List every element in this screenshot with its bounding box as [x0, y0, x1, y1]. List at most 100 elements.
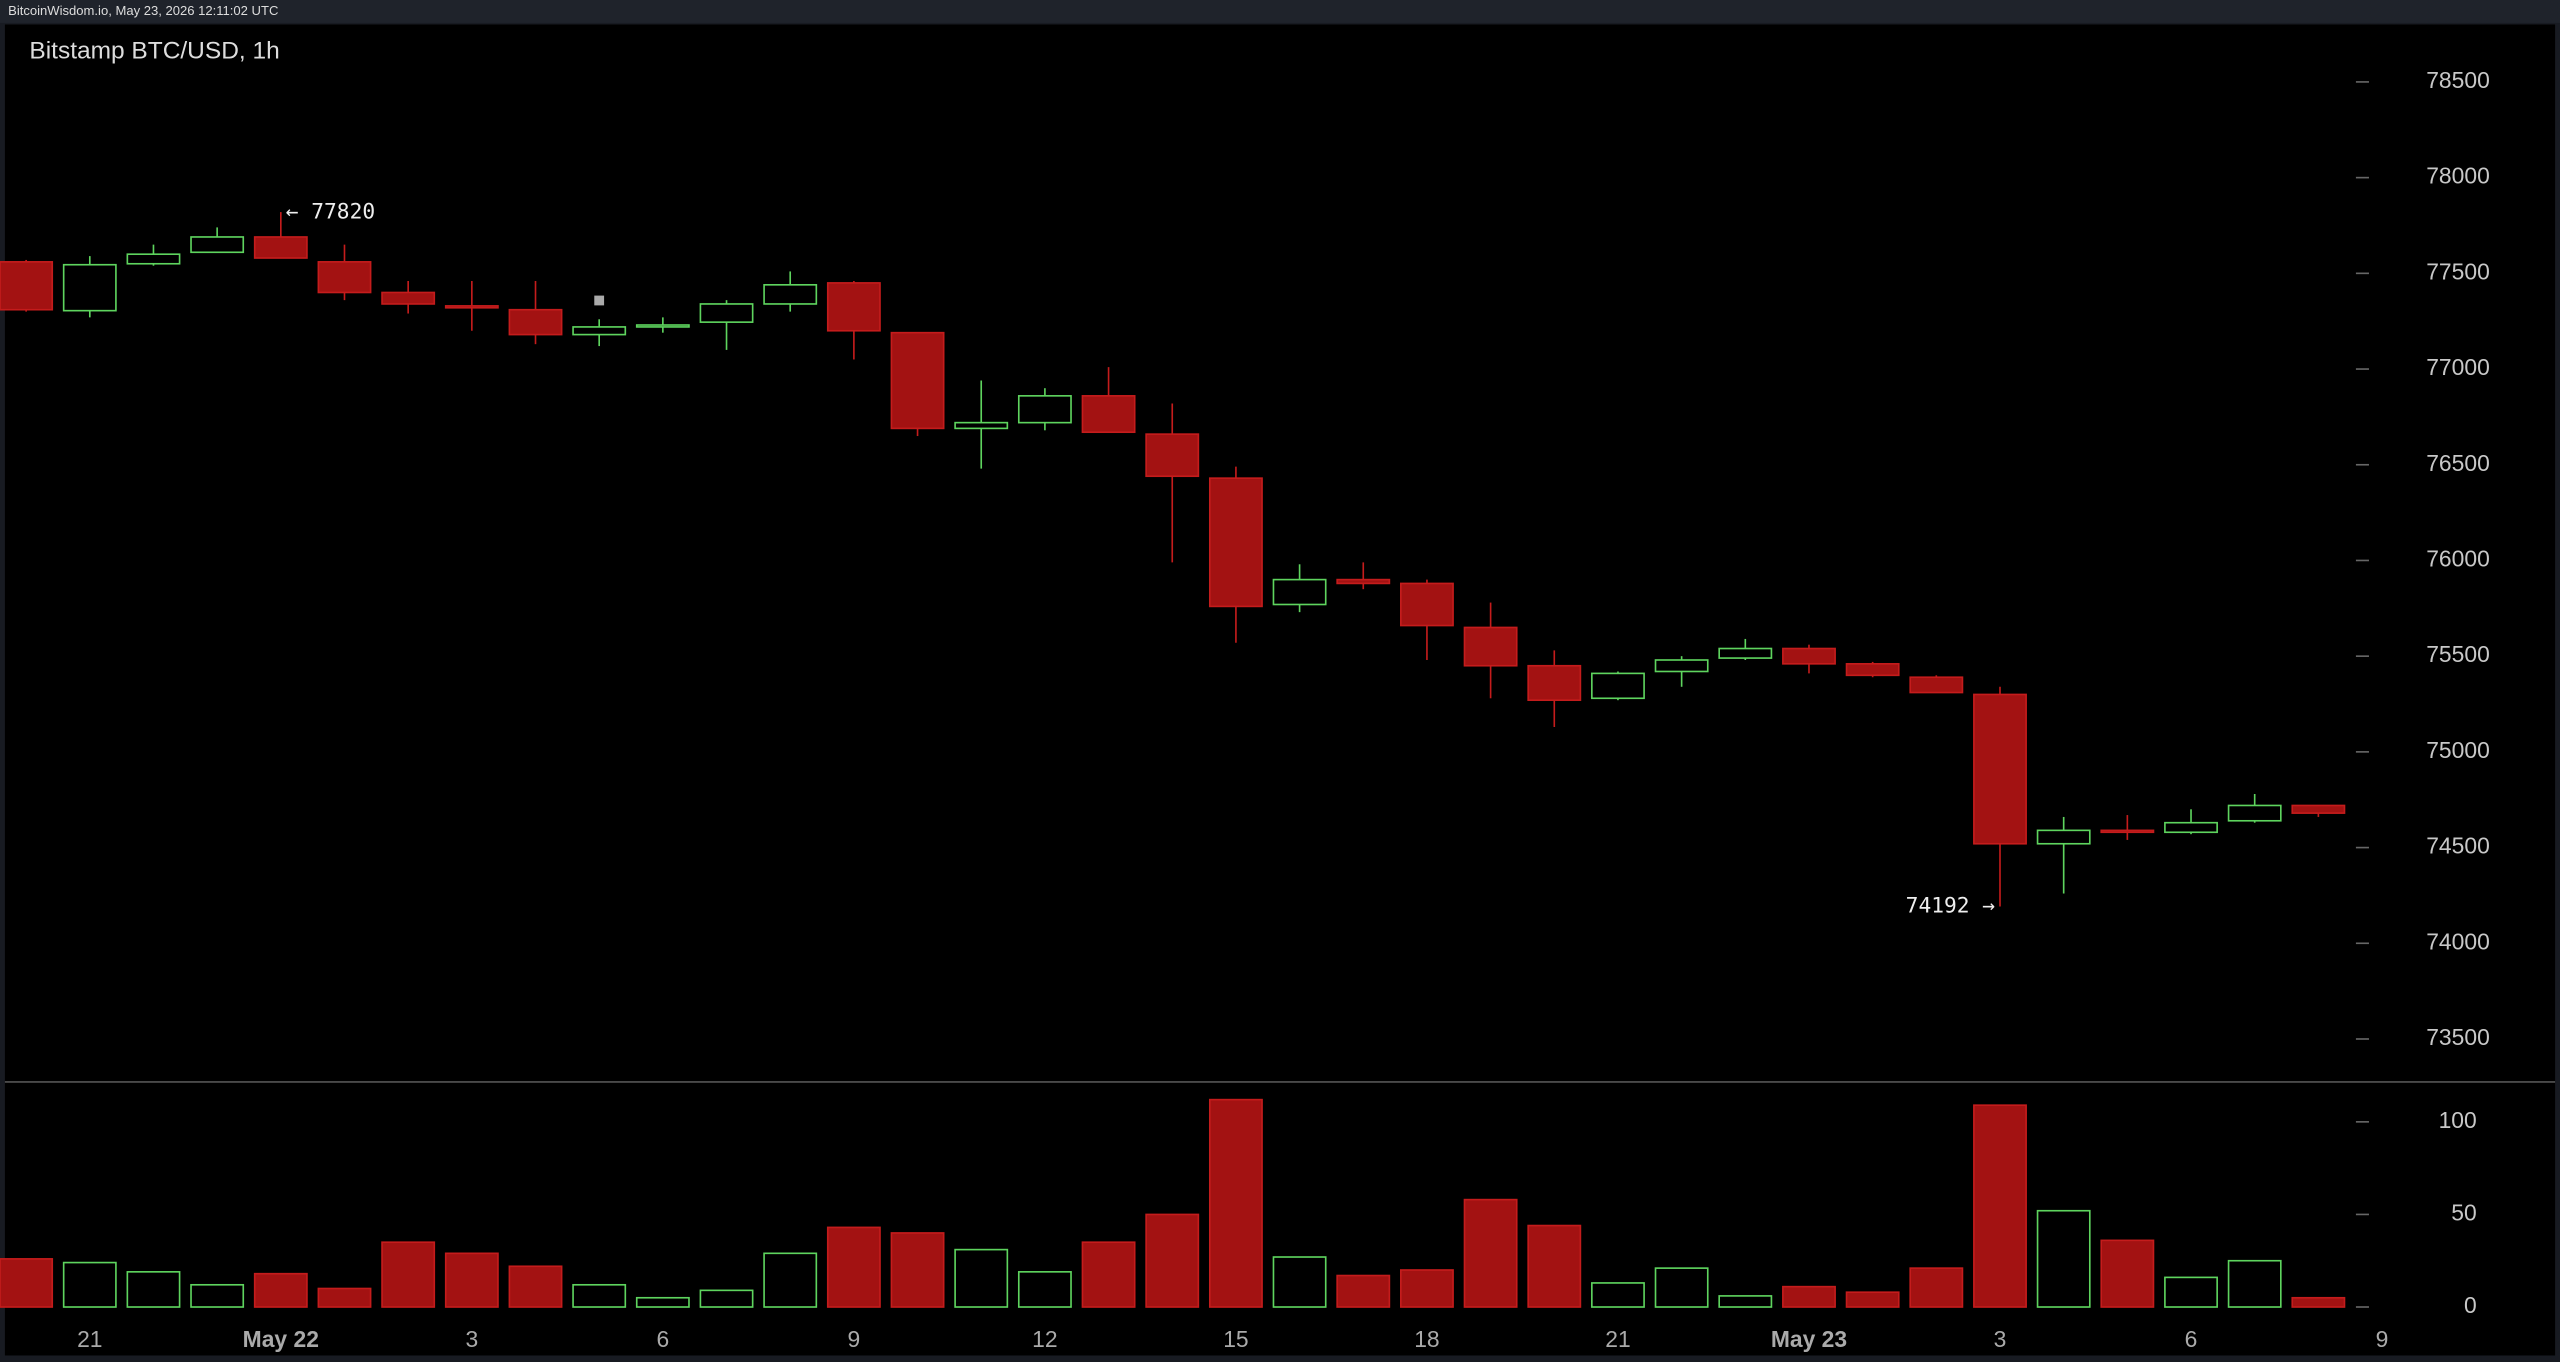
- y-tick-label: 74500: [2426, 833, 2490, 859]
- volume-bar: [1208, 1098, 1263, 1308]
- x-tick-label: 3: [465, 1326, 478, 1352]
- volume-bar: [1272, 1256, 1327, 1308]
- candle-body: [2036, 829, 2091, 845]
- candle-body: [1400, 582, 1454, 627]
- volume-bar: [2100, 1239, 2155, 1308]
- y-tick-label: 75500: [2426, 641, 2490, 667]
- candle-body: [1272, 578, 1327, 606]
- volume-bar: [444, 1252, 499, 1308]
- candle-body: [444, 305, 499, 309]
- candle-body: [1782, 647, 1836, 665]
- candle-body: [1654, 659, 1709, 673]
- annotation: 74192 →: [1906, 893, 1996, 918]
- plot-bg: [4, 24, 2556, 1356]
- volume-tick-label: 100: [2439, 1107, 2477, 1133]
- candle-body: [1017, 395, 1072, 424]
- candle-body: [1591, 672, 1645, 700]
- x-tick-label: 9: [848, 1326, 861, 1352]
- volume-bar: [2036, 1209, 2091, 1308]
- volume-bar: [508, 1265, 563, 1308]
- chart-title: Bitstamp BTC/USD, 1h: [29, 38, 279, 65]
- volume-bar: [62, 1261, 117, 1308]
- candle-body: [317, 261, 372, 294]
- x-tick-label: 21: [77, 1326, 102, 1352]
- top-bar: [0, 0, 2560, 23]
- volume-bar: [763, 1252, 818, 1308]
- volume-bar: [572, 1283, 627, 1308]
- candle-body: [126, 253, 181, 265]
- candle-body: [2100, 829, 2155, 834]
- volume-bar: [954, 1248, 1009, 1308]
- x-tick-label: 6: [656, 1326, 669, 1352]
- volume-bar: [1336, 1274, 1391, 1308]
- y-tick-label: 74000: [2426, 928, 2490, 954]
- y-tick-label: 75000: [2426, 737, 2490, 763]
- candle-body: [635, 324, 690, 328]
- volume-bar: [1591, 1282, 1645, 1308]
- volume-bar: [2291, 1296, 2346, 1308]
- candle-body: [1208, 477, 1263, 608]
- y-tick-label: 73500: [2426, 1024, 2490, 1050]
- volume-bar: [699, 1289, 754, 1308]
- candle-body: [253, 236, 308, 259]
- candle-body: [1909, 676, 1964, 694]
- x-tick-label: 9: [2376, 1326, 2389, 1352]
- candle-body: [1463, 626, 1518, 667]
- candle-body: [763, 284, 818, 305]
- candle-body: [508, 308, 563, 336]
- candle-body: [1718, 647, 1773, 659]
- volume-bar: [2164, 1276, 2218, 1308]
- volume-bar: [190, 1283, 245, 1308]
- volume-bar: [890, 1232, 945, 1308]
- candle-body: [381, 291, 436, 305]
- x-tick-label: 18: [1414, 1326, 1439, 1352]
- y-tick-label: 76500: [2426, 450, 2490, 476]
- candle-body: [1081, 395, 1136, 434]
- volume-bar: [1782, 1285, 1836, 1308]
- y-tick-label: 77000: [2426, 354, 2490, 380]
- x-tick-label: May 23: [1771, 1326, 1847, 1352]
- volume-bar: [1400, 1269, 1454, 1308]
- x-tick-label: 3: [1994, 1326, 2007, 1352]
- volume-bar: [2227, 1259, 2282, 1308]
- volume-bar: [635, 1296, 690, 1308]
- candle-body: [2291, 804, 2346, 814]
- header-text: BitcoinWisdom.io, May 23, 2026 12:11:02 …: [8, 3, 278, 18]
- candle-body: [1145, 433, 1200, 478]
- volume-bar: [253, 1272, 308, 1308]
- candle-body: [954, 421, 1009, 430]
- volume-tick-label: 50: [2451, 1199, 2476, 1225]
- candle-body: [699, 303, 754, 323]
- volume-bar: [1081, 1241, 1136, 1308]
- candle-body: [1527, 664, 1582, 702]
- annotation: ← 77820: [286, 199, 375, 224]
- candle-body: [1973, 693, 2027, 845]
- candle-body: [2227, 804, 2282, 822]
- x-tick-label: May 22: [243, 1326, 319, 1352]
- candle-body: [190, 236, 245, 254]
- candle-body: [0, 261, 54, 311]
- volume-bar: [1973, 1104, 2027, 1308]
- y-tick-label: 78500: [2426, 67, 2490, 93]
- volume-bar: [381, 1241, 436, 1308]
- candle-body: [890, 331, 945, 430]
- marker: [594, 295, 605, 306]
- y-tick-label: 76000: [2426, 545, 2490, 571]
- candle-body: [572, 326, 627, 336]
- volume-bar: [1845, 1291, 1900, 1308]
- x-tick-label: 15: [1223, 1326, 1248, 1352]
- volume-bar: [1527, 1224, 1582, 1308]
- x-tick-label: 21: [1605, 1326, 1630, 1352]
- x-tick-label: 12: [1032, 1326, 1057, 1352]
- candle-body: [1336, 578, 1391, 585]
- volume-bar: [0, 1258, 54, 1308]
- volume-tick-label: 0: [2464, 1292, 2477, 1318]
- volume-bar: [126, 1271, 181, 1308]
- volume-bar: [1017, 1271, 1072, 1308]
- volume-bar: [317, 1287, 372, 1308]
- volume-bar: [1654, 1267, 1709, 1308]
- volume-bar: [1463, 1198, 1518, 1308]
- volume-bar: [1909, 1267, 1964, 1308]
- volume-bar: [1145, 1213, 1200, 1308]
